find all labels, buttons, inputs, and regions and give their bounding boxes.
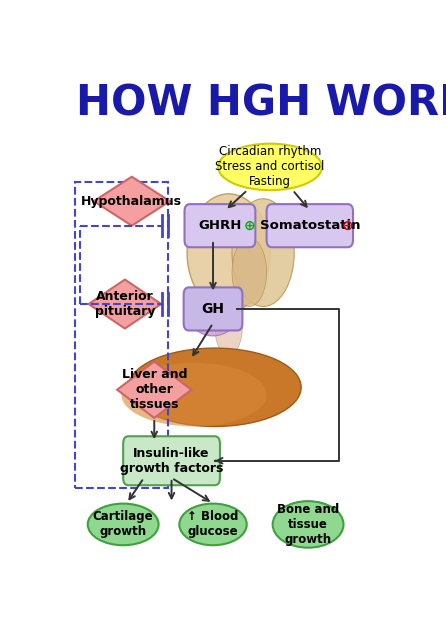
Polygon shape (117, 362, 191, 418)
Text: Insulin-like
growth factors: Insulin-like growth factors (120, 446, 223, 474)
Text: ⊖: ⊖ (342, 219, 354, 233)
FancyBboxPatch shape (267, 204, 353, 247)
Text: GHRH: GHRH (198, 219, 242, 232)
Ellipse shape (187, 194, 270, 312)
Text: ⊕: ⊕ (244, 219, 255, 233)
FancyBboxPatch shape (123, 436, 220, 485)
Ellipse shape (215, 296, 243, 356)
Polygon shape (89, 280, 161, 329)
Bar (75, 182, 168, 488)
Text: Bone and
tissue
growth: Bone and tissue growth (277, 503, 339, 546)
Ellipse shape (218, 144, 322, 190)
Ellipse shape (128, 348, 301, 427)
Text: Liver and
other
tissues: Liver and other tissues (121, 368, 187, 411)
Text: Circadian rhythm
Stress and cortisol
Fasting: Circadian rhythm Stress and cortisol Fas… (215, 146, 325, 188)
Ellipse shape (232, 198, 294, 307)
Text: HOW HGH WORKS: HOW HGH WORKS (77, 82, 446, 124)
Ellipse shape (88, 504, 159, 545)
FancyBboxPatch shape (185, 204, 256, 247)
Ellipse shape (273, 501, 343, 548)
Polygon shape (94, 177, 170, 226)
Ellipse shape (232, 238, 267, 307)
Ellipse shape (187, 287, 239, 336)
Ellipse shape (179, 504, 247, 545)
FancyBboxPatch shape (184, 287, 243, 331)
Text: Hypothalamus: Hypothalamus (81, 195, 182, 208)
Text: Somatostatin: Somatostatin (260, 219, 360, 232)
Text: Anterior
pituitary: Anterior pituitary (95, 290, 155, 318)
Ellipse shape (121, 363, 267, 427)
Text: ↑ Blood
glucose: ↑ Blood glucose (187, 511, 239, 539)
Text: GH: GH (202, 302, 224, 316)
Text: Cartilage
growth: Cartilage growth (93, 511, 153, 539)
